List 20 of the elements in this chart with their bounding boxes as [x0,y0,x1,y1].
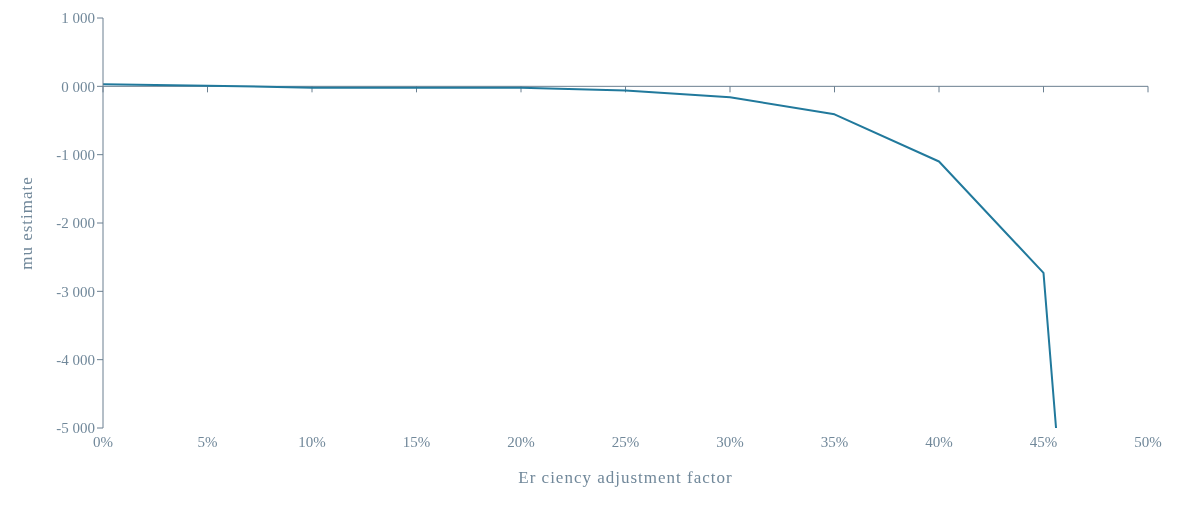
x-tick-label: 5% [197,433,218,450]
y-tick-label: -3 000 [56,283,95,300]
y-tick-label: -5 000 [56,420,95,437]
x-tick-label: 40% [925,433,953,450]
x-tick-label: 10% [298,433,326,450]
y-axis-title: mu estimate [17,176,37,270]
y-tick-label: -4 000 [56,351,95,368]
x-tick-label: 20% [507,433,535,450]
y-tick-label: -1 000 [56,146,95,163]
y-tick-label: -2 000 [56,215,95,232]
y-tick-label: 1 000 [61,10,95,27]
x-tick-label: 30% [716,433,744,450]
x-axis-title: Er ciency adjustment factor [518,468,733,487]
y-tick-label: 0 000 [61,78,95,95]
x-tick-label: 25% [611,433,640,450]
x-tick-label: 50% [1134,433,1162,450]
x-tick-label: 45% [1029,433,1058,450]
x-tick-label: 35% [820,433,849,450]
x-tick-label: 0% [93,433,113,450]
x-tick-label: 15% [402,433,431,450]
